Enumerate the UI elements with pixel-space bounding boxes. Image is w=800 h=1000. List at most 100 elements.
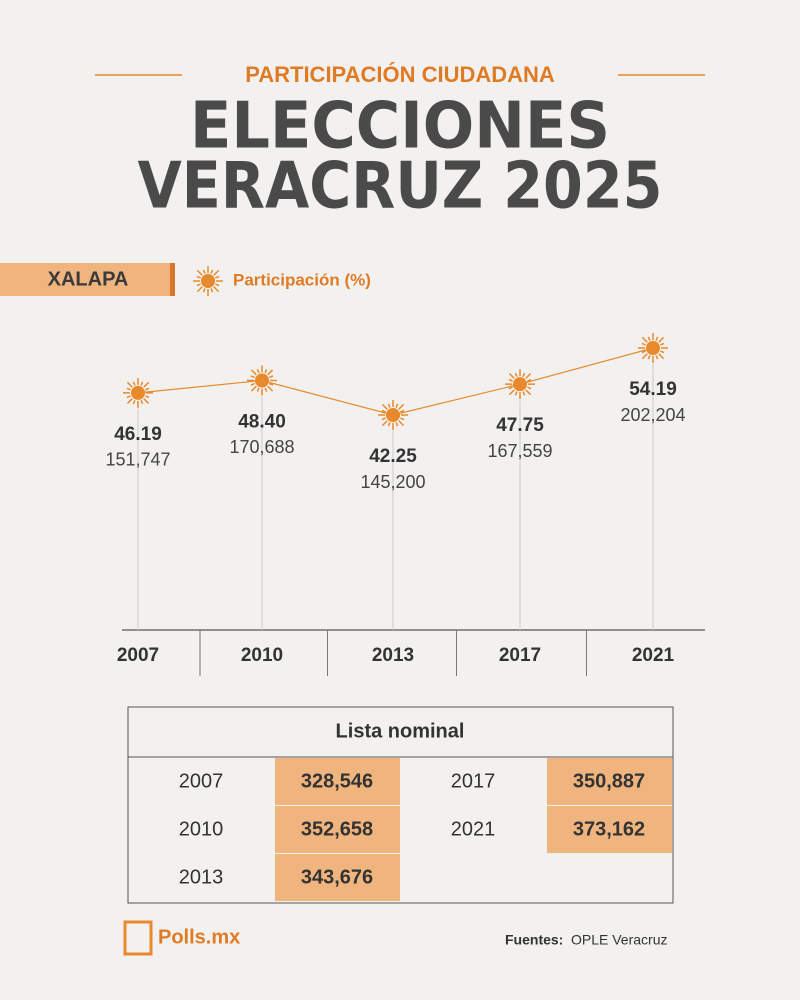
sun-ray — [210, 269, 214, 274]
value-label: 47.75 — [496, 415, 544, 436]
sun-ray — [641, 342, 646, 346]
sun-ray — [508, 373, 515, 380]
sun-ray — [269, 382, 274, 386]
table-year: 2013 — [179, 866, 224, 888]
sun-core — [386, 408, 400, 422]
sun-ray — [395, 422, 399, 427]
votes-label: 167,559 — [487, 441, 552, 461]
sun-ray — [202, 288, 206, 293]
sun-ray — [126, 398, 133, 405]
sun-ray — [387, 422, 391, 427]
sun-ray — [264, 387, 268, 392]
sun-ray — [395, 403, 399, 408]
x-tick-label: 2010 — [241, 645, 283, 666]
sun-ray — [210, 288, 214, 293]
sun-ray — [525, 389, 532, 396]
sun-ray — [143, 398, 150, 405]
sun-ray — [213, 286, 220, 293]
sun-ray — [145, 395, 150, 399]
sun-ray — [658, 336, 665, 343]
value-label: 48.40 — [238, 412, 286, 433]
value-label: 42.25 — [369, 446, 417, 467]
logo-icon — [123, 920, 153, 956]
sun-core — [513, 377, 527, 392]
legend-label: Participación (%) — [233, 270, 371, 289]
sun-ray — [126, 381, 133, 388]
sun-ray — [660, 342, 665, 346]
sun-ray — [215, 275, 220, 279]
sun-ray — [250, 385, 257, 392]
title: VERACRUZ 2025 — [138, 150, 663, 224]
sun-ray — [522, 391, 526, 396]
sun-ray — [213, 269, 220, 276]
sun-ray — [398, 420, 405, 427]
sun-core — [131, 385, 145, 400]
table-cell-highlight — [275, 806, 400, 853]
sun-core — [646, 341, 660, 355]
sun-ray — [381, 409, 386, 413]
sun-ray — [145, 387, 150, 391]
region-label: XALAPA — [48, 268, 129, 290]
sun-ray — [655, 336, 659, 341]
table-year: 2010 — [179, 818, 224, 840]
sun-ray — [196, 286, 203, 293]
sun-ray — [508, 389, 515, 396]
sun-marker — [638, 333, 668, 363]
table-value: 328,546 — [301, 770, 373, 792]
sun-ray — [126, 395, 131, 399]
sun-marker — [247, 365, 277, 396]
sun-ray — [398, 403, 405, 410]
sun-ray — [647, 336, 651, 341]
sun-ray — [132, 399, 136, 405]
sun-ray — [140, 399, 144, 405]
sun-ray — [641, 350, 646, 354]
sun-ray — [250, 382, 255, 386]
sun-ray — [508, 378, 513, 382]
table-value: 373,162 — [573, 818, 645, 840]
table-cell-highlight — [275, 854, 400, 901]
sun-ray — [256, 387, 260, 392]
sun-marker — [505, 369, 535, 400]
sun-ray — [196, 275, 201, 279]
sun-ray — [269, 375, 274, 379]
table-value: 352,658 — [301, 818, 373, 840]
sun-marker — [193, 266, 223, 296]
logo: Polls.mx — [158, 926, 240, 948]
sun-ray — [641, 336, 648, 343]
table-year: 2017 — [451, 770, 496, 792]
sun-ray — [400, 409, 405, 413]
sun-ray — [381, 403, 388, 410]
votes-label: 202,204 — [620, 405, 685, 425]
sources-label: Fuentes: — [505, 932, 563, 948]
region-box-edge — [170, 263, 175, 296]
sun-ray — [658, 353, 665, 360]
sun-ray — [267, 369, 274, 376]
sun-ray — [202, 269, 206, 274]
legend-icon — [193, 266, 223, 296]
sun-ray — [508, 386, 513, 390]
x-tick-label: 2007 — [117, 645, 159, 666]
table-title: Lista nominal — [336, 720, 465, 742]
value-label: 54.19 — [629, 379, 677, 400]
sun-ray — [522, 372, 526, 378]
sun-ray — [641, 353, 648, 360]
x-tick-label: 2017 — [499, 645, 541, 666]
sun-marker — [123, 377, 153, 408]
sun-ray — [660, 350, 665, 354]
table-cell-highlight — [275, 758, 400, 805]
table-value: 350,887 — [573, 770, 645, 792]
sun-ray — [527, 386, 532, 390]
sun-core — [201, 274, 215, 288]
sun-ray — [143, 381, 150, 388]
sun-ray — [196, 283, 201, 287]
sun-ray — [256, 369, 260, 374]
votes-label: 145,200 — [360, 472, 425, 492]
sun-ray — [381, 420, 388, 427]
value-label: 46.19 — [114, 424, 162, 445]
sun-ray — [264, 369, 268, 374]
sun-ray — [527, 378, 532, 382]
sun-ray — [126, 387, 131, 391]
sun-ray — [647, 355, 651, 360]
